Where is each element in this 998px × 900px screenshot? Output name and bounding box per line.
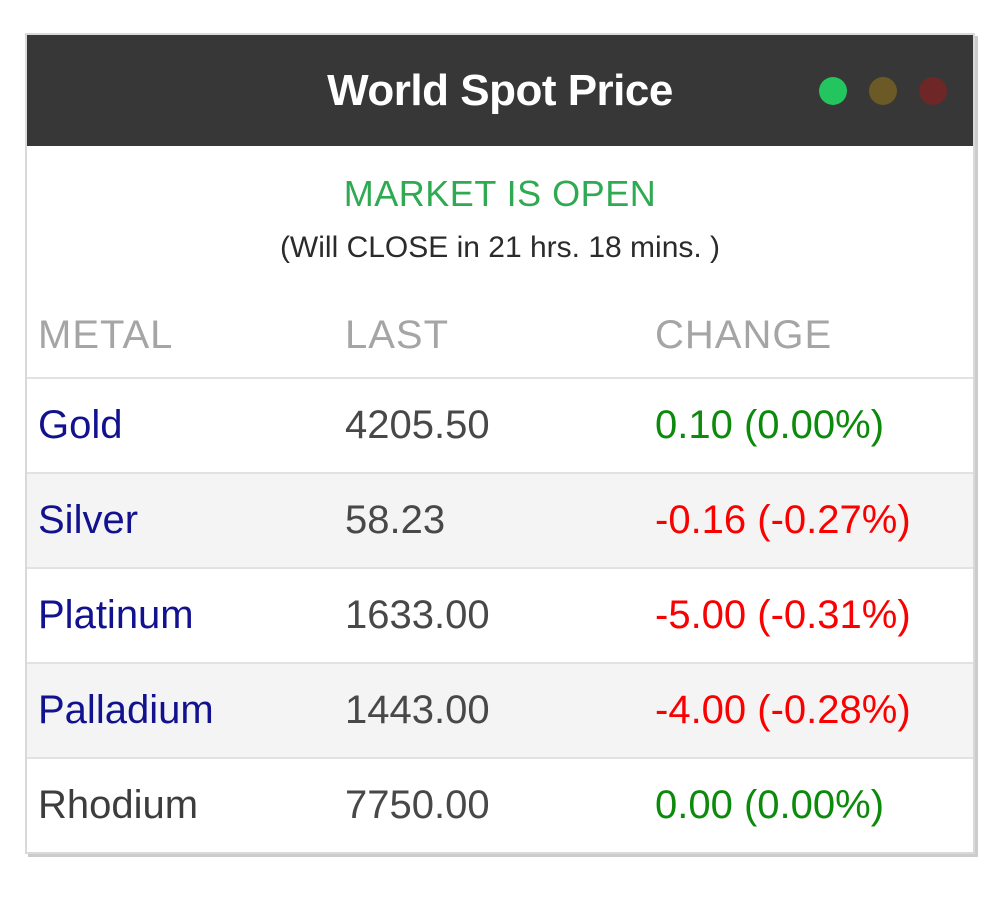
header-last: LAST xyxy=(345,312,450,357)
green-status-dot xyxy=(819,76,847,105)
header-metal: METAL xyxy=(38,312,174,357)
metal-link-gold[interactable]: Gold xyxy=(38,403,123,447)
table-row: Palladium 1443.00 -4.00 (-0.28%) xyxy=(27,662,973,757)
last-price: 58.23 xyxy=(345,498,446,542)
last-price: 1443.00 xyxy=(345,688,490,732)
titlebar: World Spot Price xyxy=(27,35,973,146)
price-change: -4.00 (-0.28%) xyxy=(655,688,911,732)
market-status-section: MARKET IS OPEN (Will CLOSE in 21 hrs. 18… xyxy=(27,146,973,293)
last-price: 7750.00 xyxy=(345,783,490,827)
metal-label-rhodium: Rhodium xyxy=(38,783,199,827)
status-dots xyxy=(819,76,947,105)
price-change: 0.00 (0.00%) xyxy=(655,783,885,827)
price-change: -0.16 (-0.27%) xyxy=(655,498,911,542)
last-price: 4205.50 xyxy=(345,403,490,447)
table-row: Silver 58.23 -0.16 (-0.27%) xyxy=(27,472,973,567)
market-close-countdown: (Will CLOSE in 21 hrs. 18 mins. ) xyxy=(279,231,721,264)
market-open-headline: MARKET IS OPEN xyxy=(343,173,657,214)
table-body: Gold 4205.50 0.10 (0.00%) Silver 58.23 -… xyxy=(27,377,973,852)
amber-status-dot xyxy=(869,76,897,105)
price-change: 0.10 (0.00%) xyxy=(655,403,885,447)
table-row: Gold 4205.50 0.10 (0.00%) xyxy=(27,377,973,472)
price-change: -5.00 (-0.31%) xyxy=(655,593,911,637)
last-price: 1633.00 xyxy=(345,593,490,637)
metal-link-palladium[interactable]: Palladium xyxy=(38,688,214,732)
price-table: METAL LAST CHANGE Gold 4205.50 0.10 (0.0… xyxy=(27,293,973,852)
table-header-row: METAL LAST CHANGE xyxy=(27,293,973,377)
header-change: CHANGE xyxy=(655,312,833,357)
table-row: Rhodium 7750.00 0.00 (0.00%) xyxy=(27,757,973,852)
red-status-dot xyxy=(919,76,947,105)
metal-link-platinum[interactable]: Platinum xyxy=(38,593,194,637)
metal-link-silver[interactable]: Silver xyxy=(38,498,139,542)
window-title: World Spot Price xyxy=(327,65,673,115)
world-spot-price-widget: World Spot Price MARKET IS OPEN (Will CL… xyxy=(25,33,975,854)
table-row: Platinum 1633.00 -5.00 (-0.31%) xyxy=(27,567,973,662)
